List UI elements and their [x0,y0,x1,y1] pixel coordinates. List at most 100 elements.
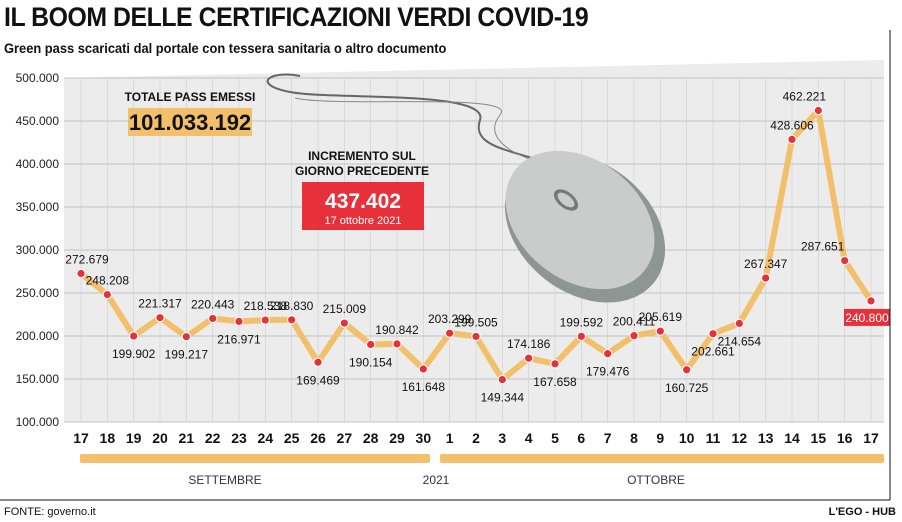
x-tick-label: 26 [310,430,326,446]
data-points [76,105,876,385]
data-point [576,331,587,342]
value-label: 215.009 [323,302,367,316]
x-tick-label: 3 [498,430,506,446]
value-label: 179.476 [586,365,630,379]
total-value: 101.033.192 [129,110,251,135]
value-label: 200.411 [613,315,656,329]
x-tick-label: 17 [73,430,89,446]
y-axis-ticks: 500.000 450.000 400.000 350.000 300.000 250.0… [16,71,60,429]
data-point [734,318,745,329]
value-label: 149.344 [481,391,525,405]
chart-title: IL BOOM DELLE CERTIFICAZIONI VERDI COVID… [4,2,589,32]
data-point [760,273,771,283]
x-tick-label: 23 [231,430,247,446]
value-label: 199.505 [454,315,498,329]
value-label: 267.347 [744,257,788,271]
value-label: 199.217 [165,348,209,362]
increment-label-line2: GIORNO PRECEDENTE [295,164,429,178]
x-tick-label: 4 [525,430,533,446]
x-tick-label: 22 [205,430,221,446]
x-tick-label: 10 [679,430,695,446]
y-tick-label: 150.000 [16,372,60,386]
year-label: 2021 [423,473,450,487]
x-tick-label: 7 [604,430,612,446]
x-tick-label: 8 [630,430,638,446]
data-point [708,328,718,339]
y-tick-label: 400.000 [16,157,60,171]
x-tick-label: 14 [784,430,800,446]
data-point [523,353,534,364]
y-tick-label: 500.000 [16,71,60,85]
x-tick-label: 2 [472,430,480,446]
x-tick-label: 29 [389,430,405,446]
x-tick-label: 11 [706,430,721,446]
value-label: 428.606 [770,118,814,132]
month-label-september: SETTEMBRE [188,473,261,487]
value-label: 167.658 [533,375,577,389]
y-tick-label: 350.000 [16,200,60,214]
data-point [418,364,429,374]
value-label: 205.619 [639,310,683,324]
data-point [550,359,560,369]
y-tick-label: 450.000 [16,114,60,128]
increment-date: 17 ottobre 2021 [324,215,401,227]
value-label: 272.679 [65,252,109,266]
data-point [681,364,692,375]
source-note: FONTE: governo.it [4,506,96,518]
value-label: 221.317 [138,297,182,311]
data-point [102,289,113,300]
data-point [866,296,876,306]
month-label-october: OTTOBRE [627,473,685,487]
x-tick-label: 19 [126,430,142,446]
data-point [629,330,639,341]
data-point [839,255,850,266]
value-label: 169.469 [296,373,340,387]
data-point [286,315,297,325]
value-label: 214.654 [718,334,762,348]
value-label: 203.299 [428,312,472,326]
increment-box [302,182,424,230]
y-tick-label: 300.000 [16,243,60,257]
y-tick-label: 200.000 [16,329,60,343]
data-point [181,331,192,342]
value-label: 218.538 [244,299,288,313]
x-tick-label: 9 [656,430,664,446]
value-label: 462.221 [783,89,827,103]
y-tick-label: 250.000 [16,286,60,300]
value-label: 199.902 [112,347,156,361]
data-point [339,318,350,328]
data-point [313,357,323,368]
value-label: 248.208 [86,274,130,288]
data-point [497,374,508,385]
data-point [392,339,402,349]
data-point [444,328,455,338]
value-label: 216.971 [217,332,261,346]
x-tick-label: 27 [337,430,353,446]
value-label: 174.186 [507,337,551,351]
september-band [80,454,430,463]
value-label: 199.592 [560,315,604,329]
total-box [128,108,252,136]
x-tick-label: 30 [416,430,432,446]
chart-subtitle: Green pass scaricati dal portale con tes… [4,40,447,56]
value-label: 287.651 [801,240,845,254]
value-label: 190.154 [349,355,393,369]
data-point [260,315,271,325]
data-point [207,313,218,324]
x-tick-label: 1 [446,430,454,446]
data-point [787,134,797,145]
x-tick-label: 20 [152,430,168,446]
x-tick-label: 6 [577,430,585,446]
increment-value: 437.402 [325,190,401,213]
x-tick-label: 28 [363,430,379,446]
x-tick-label: 21 [179,430,195,446]
x-tick-label: 17 [863,430,879,446]
data-point [365,339,376,350]
data-point [602,348,613,359]
x-tick-label: 5 [551,430,559,446]
data-point [234,316,244,327]
data-point [76,268,86,279]
x-tick-label: 13 [758,430,774,446]
plot-panel [64,60,884,422]
